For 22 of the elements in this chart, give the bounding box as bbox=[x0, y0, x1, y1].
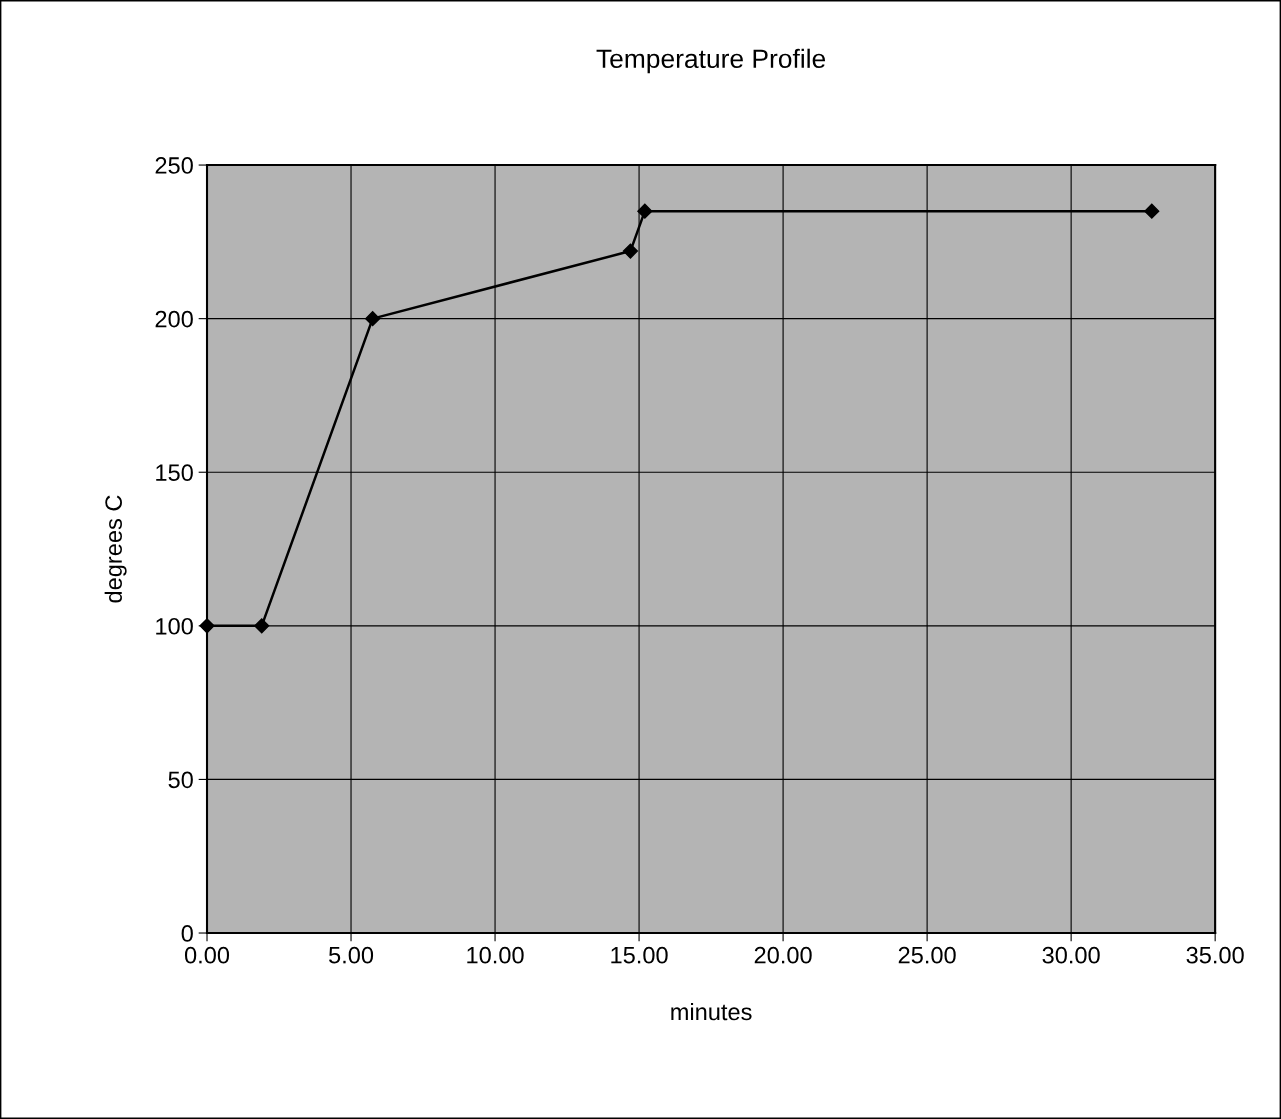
x-tick-label: 25.00 bbox=[898, 946, 956, 964]
point bbox=[637, 203, 653, 219]
x-tick-label: 0.00 bbox=[184, 946, 230, 964]
x-tick-label: 15.00 bbox=[611, 946, 668, 964]
point bbox=[1144, 203, 1160, 219]
x-tick-label: 20.00 bbox=[754, 946, 812, 964]
y-tick-label: 0 bbox=[181, 925, 193, 942]
y-tick-label: 250 bbox=[155, 157, 193, 174]
point bbox=[622, 243, 639, 259]
x-axis-title: minutes bbox=[671, 1002, 752, 1021]
chart-title: Temperature Profile bbox=[596, 48, 826, 74]
x-tick-label: 10.00 bbox=[467, 946, 524, 964]
y-axis-title: degrees C bbox=[104, 495, 127, 603]
y-tick-label: 150 bbox=[156, 464, 193, 482]
x-tick-label: 30.00 bbox=[1042, 946, 1100, 964]
point bbox=[254, 618, 270, 634]
y-tick-label: 100 bbox=[156, 617, 193, 635]
y-tick-label: 200 bbox=[155, 310, 193, 328]
point bbox=[365, 311, 381, 327]
y-tick-label: 50 bbox=[168, 771, 193, 789]
x-tick-label: 5.00 bbox=[329, 946, 374, 964]
x-tick-label: 35.00 bbox=[1186, 946, 1244, 964]
